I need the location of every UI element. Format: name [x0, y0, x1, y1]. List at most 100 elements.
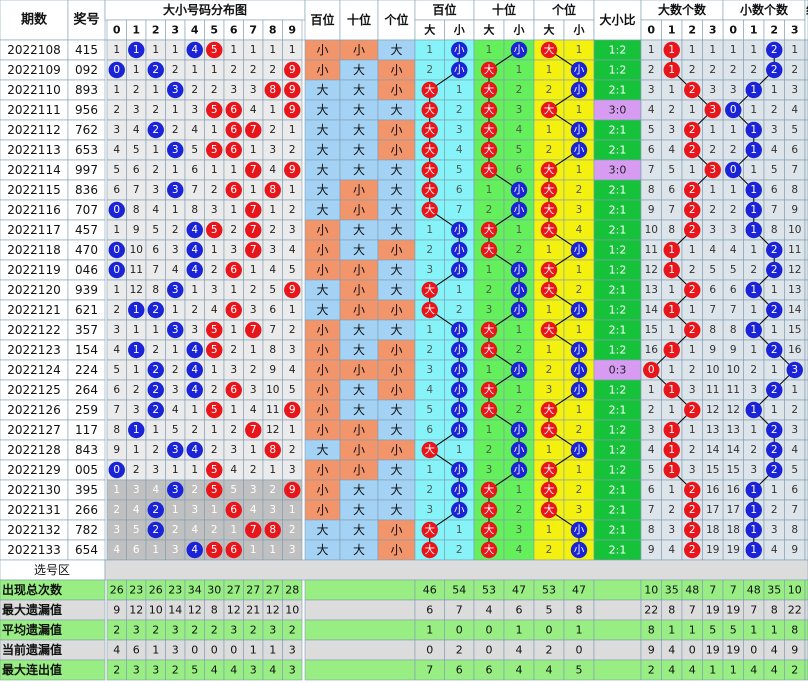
miss-text: 1 — [426, 324, 433, 336]
stat-value: 28 — [285, 584, 299, 597]
number-text: 395 — [75, 483, 98, 497]
miss-text: 5 — [648, 124, 655, 136]
miss-text: 4 — [791, 444, 798, 456]
digit-ball-7 — [245, 201, 262, 219]
hund-size-text: 大 — [316, 523, 328, 537]
digit-ball-9 — [284, 61, 301, 79]
miss-text: 2 — [113, 104, 120, 116]
miss-text: 4 — [191, 524, 198, 536]
ball-text: 大 — [484, 403, 495, 416]
unit-size-text: 大 — [390, 223, 402, 237]
miss-text: 10 — [266, 384, 279, 396]
number-text: 843 — [75, 443, 98, 457]
digit-ball-6 — [225, 541, 242, 559]
miss-text: 10 — [130, 244, 143, 256]
ball-text: 3 — [172, 284, 179, 296]
miss-text: 7 — [191, 184, 198, 196]
stat-value: 1 — [576, 624, 583, 637]
ball-text: 7 — [250, 204, 257, 216]
ball-text: 大 — [425, 203, 436, 216]
tu-header-label: 个位 — [551, 2, 576, 17]
miss-text: 4 — [771, 144, 778, 156]
ball-text: 小 — [574, 444, 585, 456]
miss-text: 8 — [152, 284, 159, 296]
unit-size-text: 小 — [390, 343, 402, 357]
ball-text: 7 — [250, 424, 257, 436]
miss-text: 14 — [788, 304, 802, 316]
miss-text: 5 — [113, 364, 120, 376]
small-header-label: 小 — [573, 23, 585, 37]
ball-text: 2 — [689, 124, 696, 136]
miss-text: 8 — [791, 524, 798, 536]
ball-text: 2 — [771, 424, 778, 436]
ball-text: 8 — [269, 184, 276, 196]
miss-text: 4 — [269, 264, 276, 276]
miss-text: 3 — [250, 384, 257, 396]
miss-text: 2 — [546, 84, 553, 96]
ball-text: 7 — [250, 524, 257, 536]
ratio-header-label: 大小比 — [599, 12, 635, 27]
miss-text: 11 — [130, 264, 143, 276]
miss-text: 8 — [133, 204, 140, 216]
ball-text: 6 — [230, 124, 237, 136]
miss-text: 1 — [230, 204, 237, 216]
miss-text: 2 — [211, 84, 218, 96]
ratio-text: 3:0 — [609, 104, 627, 117]
digit-ball-2 — [147, 361, 164, 379]
stat-value: 23 — [129, 584, 143, 597]
digit-ball-6 — [225, 121, 242, 139]
miss-text: 4 — [250, 504, 257, 516]
stat-value: 4 — [689, 664, 696, 677]
ball-text: 小 — [574, 144, 585, 156]
count-header-label: 2 — [770, 24, 778, 37]
stat-blank — [593, 599, 642, 621]
stat-label: 当前遗漏值 — [2, 642, 62, 657]
miss-text: 1 — [709, 124, 716, 136]
small-header-label: 小 — [513, 23, 525, 37]
hund-size-text: 大 — [316, 123, 328, 137]
ratio-text: 2:1 — [609, 484, 627, 497]
ball-text: 大 — [425, 143, 436, 156]
period-header-label: 期数 — [21, 12, 48, 28]
miss-text: 5 — [771, 164, 778, 176]
stat-value: 0 — [230, 644, 237, 657]
ball-text: 大 — [425, 443, 436, 456]
ball-text: 2 — [689, 544, 696, 556]
digit-ball-3 — [167, 281, 184, 299]
digit-ball-6 — [225, 101, 242, 119]
stat-value: 12 — [266, 604, 280, 617]
number-text: 046 — [75, 263, 98, 277]
miss-text: 2 — [689, 64, 696, 76]
miss-text: 1 — [269, 44, 276, 56]
digit-ball-5 — [206, 481, 223, 499]
digit-ball-7 — [245, 321, 262, 339]
ball-text: 大 — [544, 423, 555, 436]
ratio-text: 3:0 — [609, 164, 627, 177]
miss-text: 3 — [750, 384, 757, 396]
miss-text: 2 — [546, 144, 553, 156]
ball-text: 大 — [544, 483, 555, 496]
digit-header-label: 1 — [132, 24, 140, 37]
miss-text: 6 — [771, 184, 778, 196]
period-text: 2022110 — [7, 83, 60, 97]
digit-ball-4 — [186, 261, 203, 279]
ball-text: 大 — [484, 503, 495, 516]
miss-text: 9 — [133, 224, 140, 236]
ball-text: 7 — [250, 164, 257, 176]
stat-value: 19 — [706, 644, 720, 657]
miss-text: 1 — [791, 384, 798, 396]
stat-label: 平均遗漏值 — [2, 622, 62, 637]
ball-text: 小 — [454, 464, 465, 476]
miss-text: 3 — [689, 384, 696, 396]
miss-text: 1 — [546, 304, 553, 316]
ratio-text: 1:2 — [609, 244, 627, 257]
miss-text: 3 — [791, 84, 798, 96]
ball-text: 1 — [668, 264, 675, 276]
digit-header-label: 5 — [210, 24, 218, 37]
miss-text: 8 — [648, 524, 655, 536]
digit-ball-1 — [128, 301, 145, 319]
number-text: 470 — [75, 243, 98, 257]
miss-text: 6 — [730, 284, 737, 296]
miss-text: 13 — [788, 284, 801, 296]
miss-text: 7 — [791, 164, 798, 176]
